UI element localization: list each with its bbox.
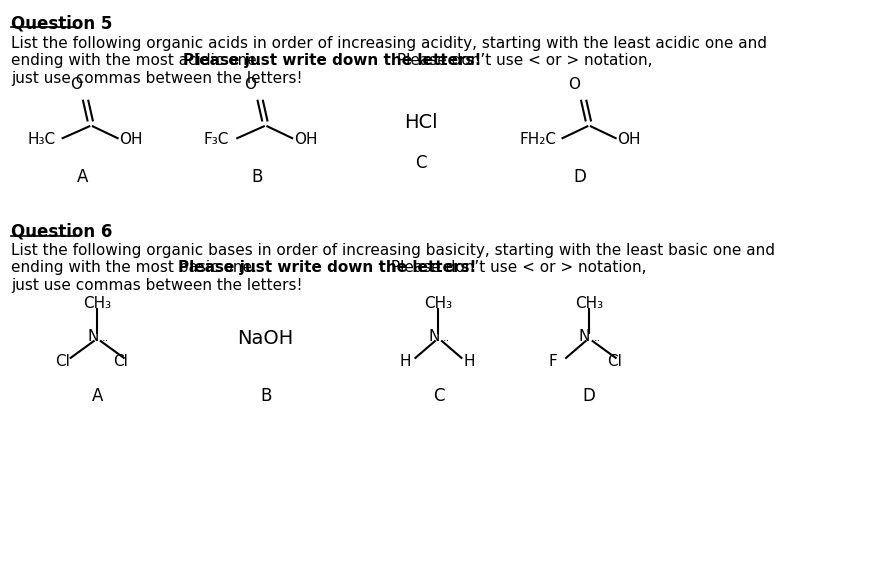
Text: D: D [574, 168, 587, 186]
Text: O: O [244, 77, 257, 92]
Text: Please just write down the letters!: Please just write down the letters! [183, 53, 482, 69]
Text: Please just write down the letters!: Please just write down the letters! [178, 260, 477, 276]
Text: Cl: Cl [113, 354, 128, 369]
Text: C: C [415, 154, 427, 172]
Text: NaOH: NaOH [237, 329, 293, 348]
Text: ··: ·· [594, 336, 601, 346]
Text: ··: ·· [102, 336, 109, 346]
Text: HCl: HCl [404, 113, 437, 132]
Text: O: O [70, 77, 82, 92]
Text: N: N [579, 329, 590, 344]
Text: just use commas between the letters!: just use commas between the letters! [11, 278, 303, 293]
Text: B: B [260, 387, 272, 405]
Text: ending with the most acidic one.: ending with the most acidic one. [11, 53, 267, 69]
Text: O: O [568, 77, 580, 92]
Text: C: C [433, 387, 444, 405]
Text: FH₂C: FH₂C [520, 132, 557, 147]
Text: OH: OH [119, 132, 143, 147]
Text: N: N [87, 329, 98, 344]
Text: B: B [251, 168, 263, 186]
Text: Question 6: Question 6 [11, 223, 113, 241]
Text: CH₃: CH₃ [83, 296, 111, 311]
Text: D: D [583, 387, 596, 405]
Text: List the following organic acids in order of increasing acidity, starting with t: List the following organic acids in orde… [11, 36, 767, 50]
Text: Question 5: Question 5 [11, 14, 113, 32]
Text: ending with the most basic one.: ending with the most basic one. [11, 260, 262, 276]
Text: H₃C: H₃C [27, 132, 55, 147]
Text: OH: OH [294, 132, 317, 147]
Text: F: F [548, 354, 557, 369]
Text: Cl: Cl [54, 354, 69, 369]
Text: OH: OH [618, 132, 641, 147]
Text: N: N [428, 329, 440, 344]
Text: CH₃: CH₃ [424, 296, 453, 311]
Text: CH₃: CH₃ [575, 296, 604, 311]
Text: Please don’t use < or > notation,: Please don’t use < or > notation, [386, 260, 647, 276]
Text: just use commas between the letters!: just use commas between the letters! [11, 71, 303, 86]
Text: H: H [399, 354, 411, 369]
Text: Cl: Cl [607, 354, 622, 369]
Text: ··: ·· [443, 336, 450, 346]
Text: List the following organic bases in order of increasing basicity, starting with : List the following organic bases in orde… [11, 243, 775, 257]
Text: A: A [91, 387, 102, 405]
Text: A: A [76, 168, 88, 186]
Text: Please don’t use < or > notation,: Please don’t use < or > notation, [392, 53, 652, 69]
Text: F₃C: F₃C [203, 132, 229, 147]
Text: H: H [463, 354, 475, 369]
